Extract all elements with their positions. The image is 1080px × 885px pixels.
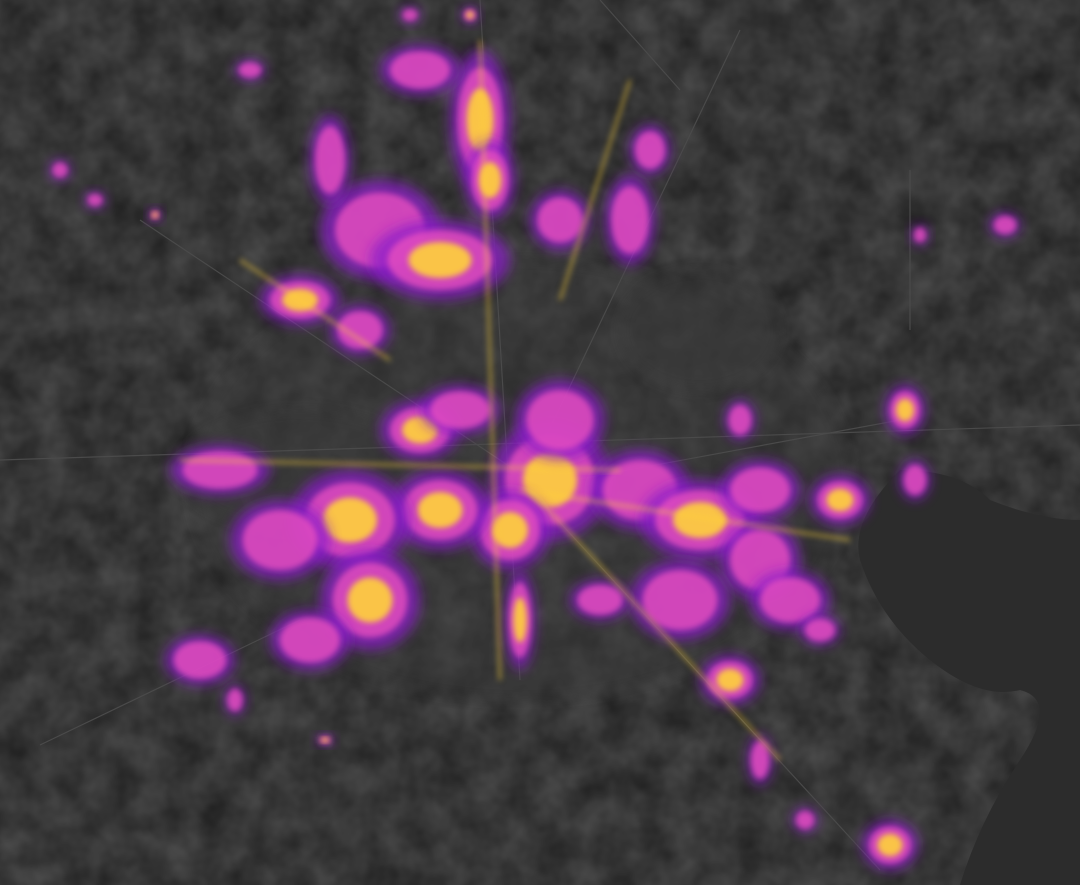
outage-intensity-mid: [537, 197, 583, 243]
outage-intensity-mid: [280, 617, 340, 663]
outage-intensity-mid: [914, 227, 926, 243]
outage-intensity-mid: [173, 641, 227, 679]
bright-corridor: [519, 488, 851, 542]
outage-intensity-mid: [87, 194, 103, 206]
outage-intensity-high: [673, 502, 727, 538]
bright-corridor: [239, 258, 391, 362]
outage-intensity-high: [716, 668, 744, 692]
outage-intensity-mid: [751, 741, 769, 779]
outage-intensity-mid: [642, 570, 718, 630]
outage-intensity-mid: [577, 585, 623, 615]
outage-intensity-high: [417, 492, 463, 528]
outage-intensity-mid: [182, 451, 258, 489]
outage-intensity-high: [513, 597, 527, 643]
urban-footprint: [620, 270, 780, 390]
outage-intensity-mid: [760, 577, 820, 623]
bright-corridor: [478, 39, 502, 681]
outage-intensity-high: [323, 497, 377, 543]
outage-intensity-mid: [315, 126, 345, 194]
outage-intensity-high: [347, 577, 393, 623]
outage-intensity-mid: [635, 131, 665, 169]
outage-intensity-high: [408, 242, 472, 278]
outage-intensity-mid: [903, 465, 927, 495]
highway-line: [599, 0, 681, 91]
bright-corridor: [528, 488, 782, 762]
outage-intensity-high: [321, 737, 329, 743]
outage-intensity-high: [877, 833, 903, 857]
outage-intensity-mid: [238, 62, 262, 78]
power-intensity-overlay: [50, 7, 1020, 870]
bright-corridor: [558, 79, 632, 301]
outage-intensity-mid: [430, 391, 490, 429]
outage-intensity-high: [826, 488, 854, 512]
outage-intensity-mid: [796, 811, 814, 829]
outage-intensity-high: [478, 162, 502, 198]
outage-intensity-mid: [611, 186, 649, 254]
outage-intensity-mid: [730, 467, 790, 513]
bright-corridor: [179, 458, 621, 472]
highway-line: [39, 619, 301, 746]
outage-intensity-high: [466, 11, 474, 19]
galveston-bay: [858, 470, 1080, 885]
outage-intensity-high: [492, 512, 528, 548]
outage-intensity-high: [466, 88, 494, 152]
outage-intensity-mid: [805, 618, 835, 642]
outage-intensity-mid: [402, 9, 418, 21]
outage-intensity-mid: [337, 311, 383, 349]
outage-intensity-mid: [390, 51, 450, 89]
outage-intensity-mid: [242, 510, 318, 570]
outage-intensity-mid: [728, 405, 752, 435]
outage-intensity-mid: [526, 390, 594, 450]
outage-intensity-mid: [993, 216, 1017, 234]
outage-intensity-high: [896, 398, 914, 422]
outage-intensity-mid: [227, 688, 243, 712]
outage-intensity-mid: [52, 162, 68, 178]
highway-line: [139, 219, 531, 481]
outage-intensity-high: [152, 212, 158, 218]
